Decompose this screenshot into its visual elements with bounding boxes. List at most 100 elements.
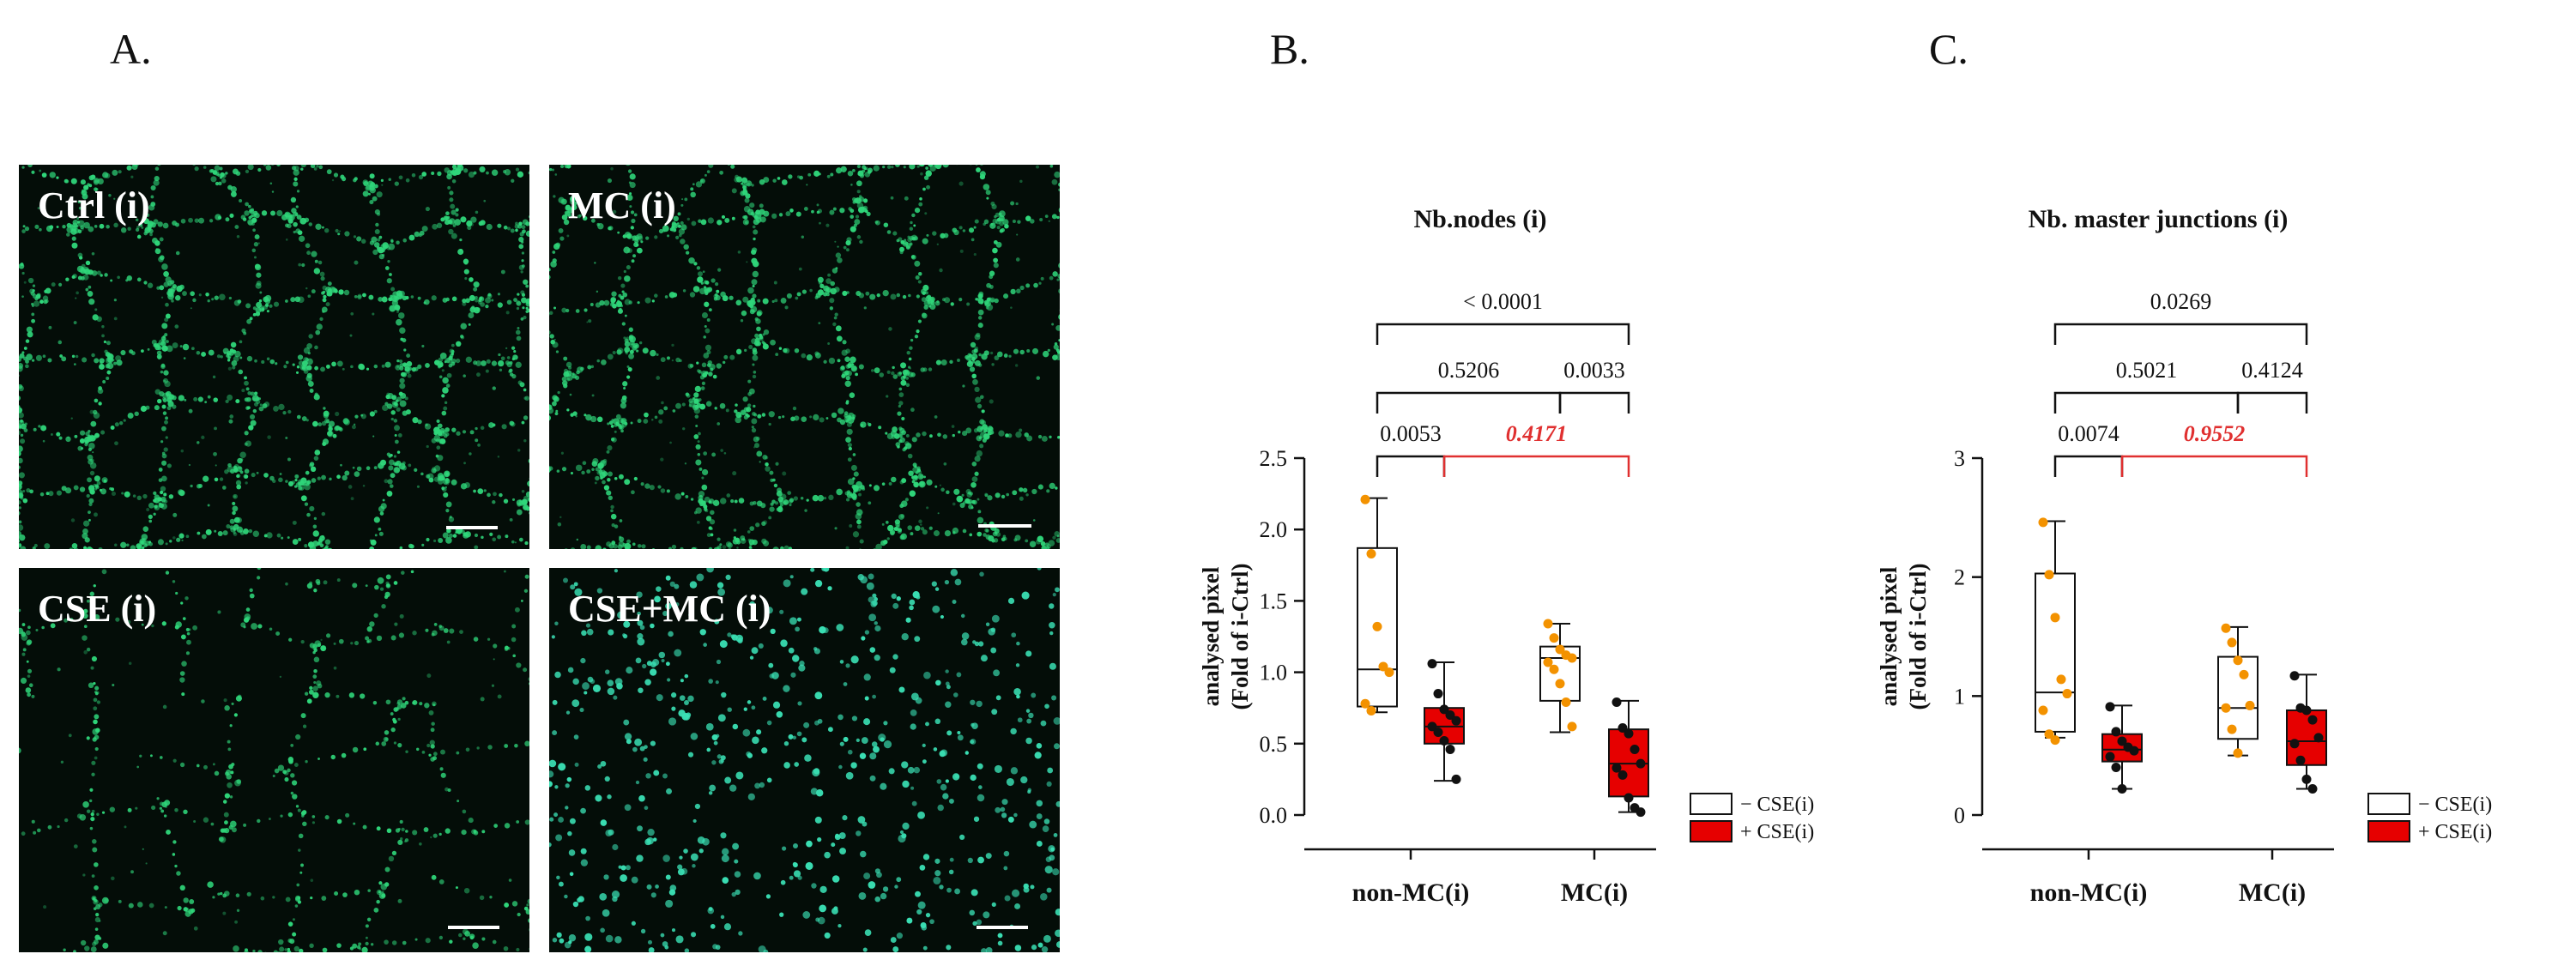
- network-speckle: [292, 932, 297, 937]
- network-speckle: [977, 498, 980, 501]
- node-speckle: [961, 493, 964, 497]
- node-speckle: [525, 506, 529, 511]
- network-speckle: [33, 427, 37, 432]
- network-speckle: [398, 175, 403, 180]
- cell-dot: [717, 582, 724, 589]
- node-speckle: [405, 830, 408, 833]
- network-speckle: [631, 259, 635, 263]
- cell-dot: [626, 667, 633, 674]
- network-speckle: [50, 433, 53, 436]
- network-speckle: [789, 208, 794, 213]
- network-speckle: [305, 243, 311, 249]
- network-speckle: [165, 542, 168, 546]
- node-speckle: [1055, 538, 1060, 543]
- network-speckle: [842, 340, 847, 345]
- network-speckle: [503, 498, 509, 504]
- network-speckle: [94, 614, 100, 620]
- network-speckle: [163, 814, 167, 818]
- network-speckle: [164, 420, 168, 425]
- network-speckle: [506, 299, 512, 305]
- network-speckle: [717, 537, 721, 541]
- network-speckle: [656, 353, 659, 357]
- network-speckle: [358, 942, 362, 946]
- cell-dot: [754, 782, 761, 789]
- network-speckle: [354, 414, 359, 419]
- network-speckle: [492, 537, 497, 542]
- cell-dot: [696, 573, 704, 582]
- background-speckle: [399, 359, 403, 364]
- cell-dot: [831, 842, 836, 848]
- cell-dot: [580, 859, 589, 866]
- cell-dot: [679, 855, 683, 860]
- network-speckle: [721, 214, 726, 220]
- network-speckle: [833, 316, 838, 320]
- cell-dot: [824, 851, 831, 859]
- network-speckle: [178, 395, 184, 401]
- network-speckle: [365, 936, 368, 939]
- background-speckle: [859, 239, 863, 245]
- network-speckle: [1049, 165, 1054, 168]
- background-speckle: [890, 196, 894, 200]
- network-speckle: [523, 906, 529, 911]
- cell-dot: [564, 894, 568, 899]
- node-speckle: [252, 312, 257, 317]
- network-speckle: [706, 318, 711, 322]
- background-speckle: [293, 230, 296, 234]
- network-speckle: [259, 307, 265, 312]
- network-speckle: [700, 219, 707, 226]
- network-speckle: [703, 353, 710, 359]
- network-speckle: [823, 497, 827, 500]
- network-speckle: [254, 234, 260, 240]
- network-speckle: [708, 308, 712, 312]
- network-speckle: [419, 702, 423, 706]
- network-speckle: [273, 406, 279, 412]
- network-speckle: [742, 396, 748, 402]
- network-speckle: [21, 351, 25, 354]
- network-speckle: [273, 301, 280, 307]
- background-speckle: [96, 270, 101, 275]
- node-speckle: [66, 232, 70, 237]
- cell-dot: [702, 837, 710, 846]
- network-speckle: [771, 299, 775, 304]
- network-speckle: [444, 360, 447, 364]
- network-speckle: [179, 671, 185, 676]
- node-speckle: [315, 578, 321, 584]
- node-speckle: [999, 220, 1004, 226]
- background-speckle: [285, 437, 288, 439]
- network-speckle: [446, 372, 452, 378]
- network-speckle: [524, 395, 529, 401]
- network-speckle: [331, 361, 336, 367]
- network-speckle: [197, 396, 203, 402]
- cell-dot: [636, 591, 643, 598]
- cell-dot: [584, 933, 593, 941]
- network-speckle: [918, 202, 923, 207]
- background-speckle: [333, 666, 337, 670]
- node-speckle: [305, 357, 309, 362]
- cell-dot: [916, 909, 922, 915]
- node-speckle: [369, 186, 377, 194]
- network-speckle: [266, 357, 270, 361]
- network-speckle: [416, 747, 420, 752]
- cell-dot: [1010, 728, 1017, 735]
- background-speckle: [886, 537, 890, 540]
- node-speckle: [138, 223, 143, 227]
- background-speckle: [753, 500, 757, 505]
- network-speckle: [382, 404, 389, 412]
- network-speckle: [91, 353, 95, 358]
- node-speckle: [608, 420, 614, 426]
- network-speckle: [572, 411, 577, 416]
- network-speckle: [768, 516, 772, 520]
- background-speckle: [301, 263, 305, 268]
- node-speckle: [245, 406, 250, 410]
- background-speckle: [773, 281, 777, 285]
- cell-dot: [565, 806, 569, 810]
- network-speckle: [158, 468, 163, 472]
- network-speckle: [21, 831, 26, 836]
- network-speckle: [36, 828, 41, 833]
- node-speckle: [148, 502, 154, 509]
- node-speckle: [839, 419, 846, 426]
- network-speckle: [334, 891, 339, 896]
- background-speckle: [775, 462, 779, 466]
- network-speckle: [412, 830, 418, 836]
- cell-dot: [805, 861, 813, 870]
